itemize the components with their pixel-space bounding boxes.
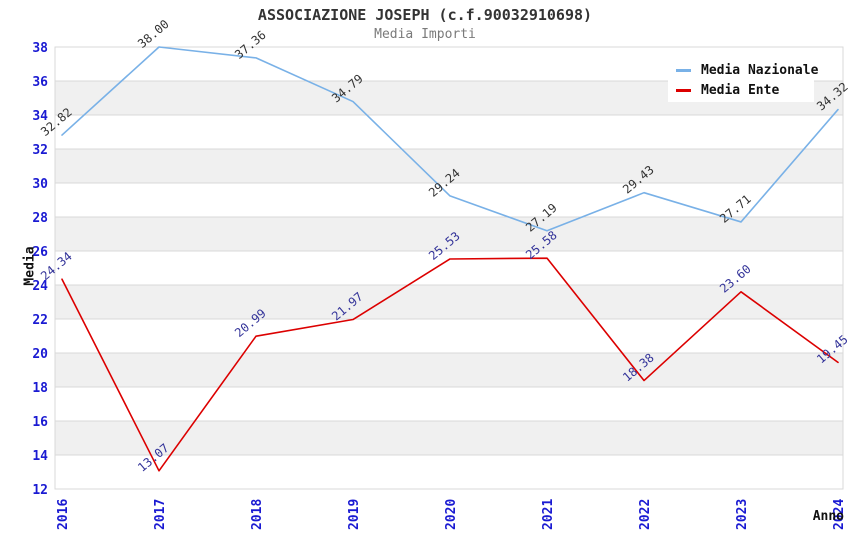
x-tick-label: 2019 — [347, 499, 362, 530]
x-tick-label: 2020 — [444, 499, 459, 530]
y-tick-label: 28 — [32, 211, 48, 226]
y-tick-label: 18 — [32, 381, 48, 396]
legend-item-media-nazionale: Media Nazionale — [668, 60, 818, 80]
y-tick-label: 14 — [32, 449, 48, 464]
chart-title: ASSOCIAZIONE JOSEPH (c.f.90032910698) — [257, 6, 593, 24]
legend-label-media-nazionale: Media Nazionale — [701, 62, 819, 78]
y-tick-label: 30 — [32, 177, 48, 192]
y-tick-label: 38 — [32, 41, 48, 56]
plot-band — [55, 115, 843, 149]
plot-band — [55, 455, 843, 489]
plot-band — [55, 251, 843, 285]
y-tick-label: 22 — [32, 313, 48, 328]
plot-band — [55, 319, 843, 353]
x-axis-title: Anno — [812, 509, 844, 524]
plot-band — [55, 149, 843, 183]
blue-line-marker-icon — [676, 68, 691, 72]
plot-band — [55, 217, 843, 251]
x-tick-label: 2023 — [735, 499, 750, 530]
y-tick-label: 34 — [32, 109, 48, 124]
x-tick-label: 2021 — [541, 499, 556, 530]
y-tick-label: 36 — [32, 75, 48, 90]
x-tick-label: 2018 — [250, 499, 265, 530]
media-nazionale-line — [61, 46, 839, 232]
x-tick-label: 2024 — [832, 499, 847, 530]
plot-band — [55, 183, 843, 217]
plot-border — [54, 46, 844, 490]
chart-subtitle: Media Importi — [374, 27, 476, 42]
plot-band — [55, 353, 843, 387]
plot-band — [55, 421, 843, 455]
plot-band — [55, 387, 843, 421]
legend-item-media-ente: Media Ente — [668, 80, 814, 100]
legend: Media Nazionale Media Ente — [668, 58, 818, 102]
y-tick-label: 12 — [32, 483, 48, 498]
y-axis-title: Media — [22, 246, 38, 286]
x-tick-label: 2022 — [638, 499, 653, 530]
plot-band — [55, 285, 843, 319]
x-tick-label: 2016 — [56, 499, 71, 530]
red-line-marker-icon — [676, 88, 691, 92]
y-tick-label: 20 — [32, 347, 48, 362]
y-tick-label: 24 — [32, 279, 48, 294]
legend-label-media-ente: Media Ente — [701, 82, 780, 98]
x-tick-label: 2017 — [153, 499, 168, 530]
y-tick-label: 16 — [32, 415, 48, 430]
media-ente-line — [61, 257, 839, 472]
y-tick-label: 32 — [32, 143, 48, 158]
y-tick-label: 26 — [32, 245, 48, 260]
